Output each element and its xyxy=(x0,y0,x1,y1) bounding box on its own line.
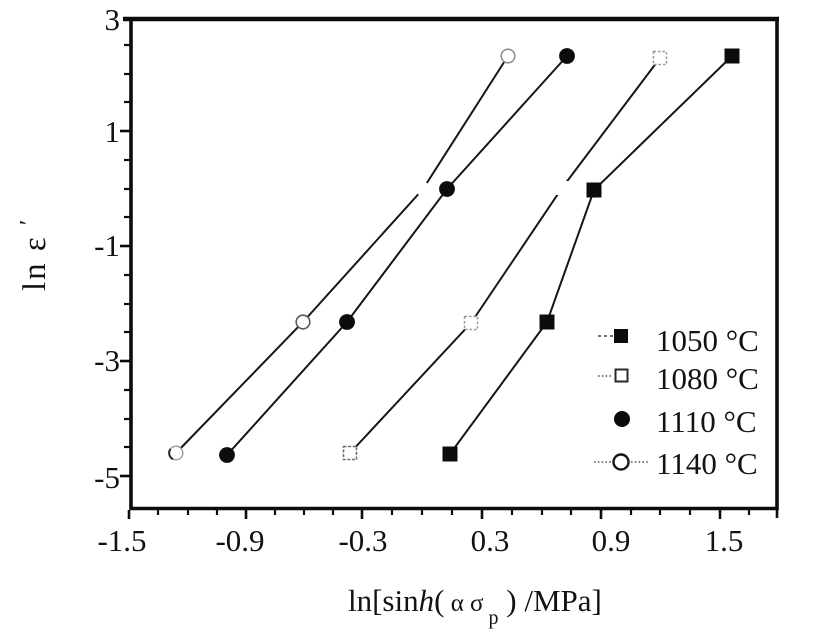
svg-text:ln[sinh( α σ p ) /MPa]: ln[sinh( α σ p ) /MPa] xyxy=(348,583,602,629)
svg-text:1: 1 xyxy=(105,114,121,149)
svg-text:1080 °C: 1080 °C xyxy=(656,361,759,396)
svg-text:1110 °C: 1110 °C xyxy=(656,404,757,439)
svg-text:0.3: 0.3 xyxy=(471,523,510,558)
svg-text:3: 3 xyxy=(105,2,121,37)
svg-text:-0.9: -0.9 xyxy=(215,523,264,558)
svg-text:1140 °C: 1140 °C xyxy=(656,446,758,481)
svg-text:ln ε ′: ln ε ′ xyxy=(16,218,53,291)
svg-text:-1.5: -1.5 xyxy=(97,523,146,558)
svg-text:-3: -3 xyxy=(94,343,120,378)
svg-text:-5: -5 xyxy=(94,460,120,495)
svg-text:-0.3: -0.3 xyxy=(338,523,387,558)
svg-text:0.9: 0.9 xyxy=(592,523,631,558)
svg-text:-1: -1 xyxy=(94,228,120,263)
svg-text:1050 °C: 1050 °C xyxy=(656,323,759,358)
svg-text:1.5: 1.5 xyxy=(705,523,744,558)
